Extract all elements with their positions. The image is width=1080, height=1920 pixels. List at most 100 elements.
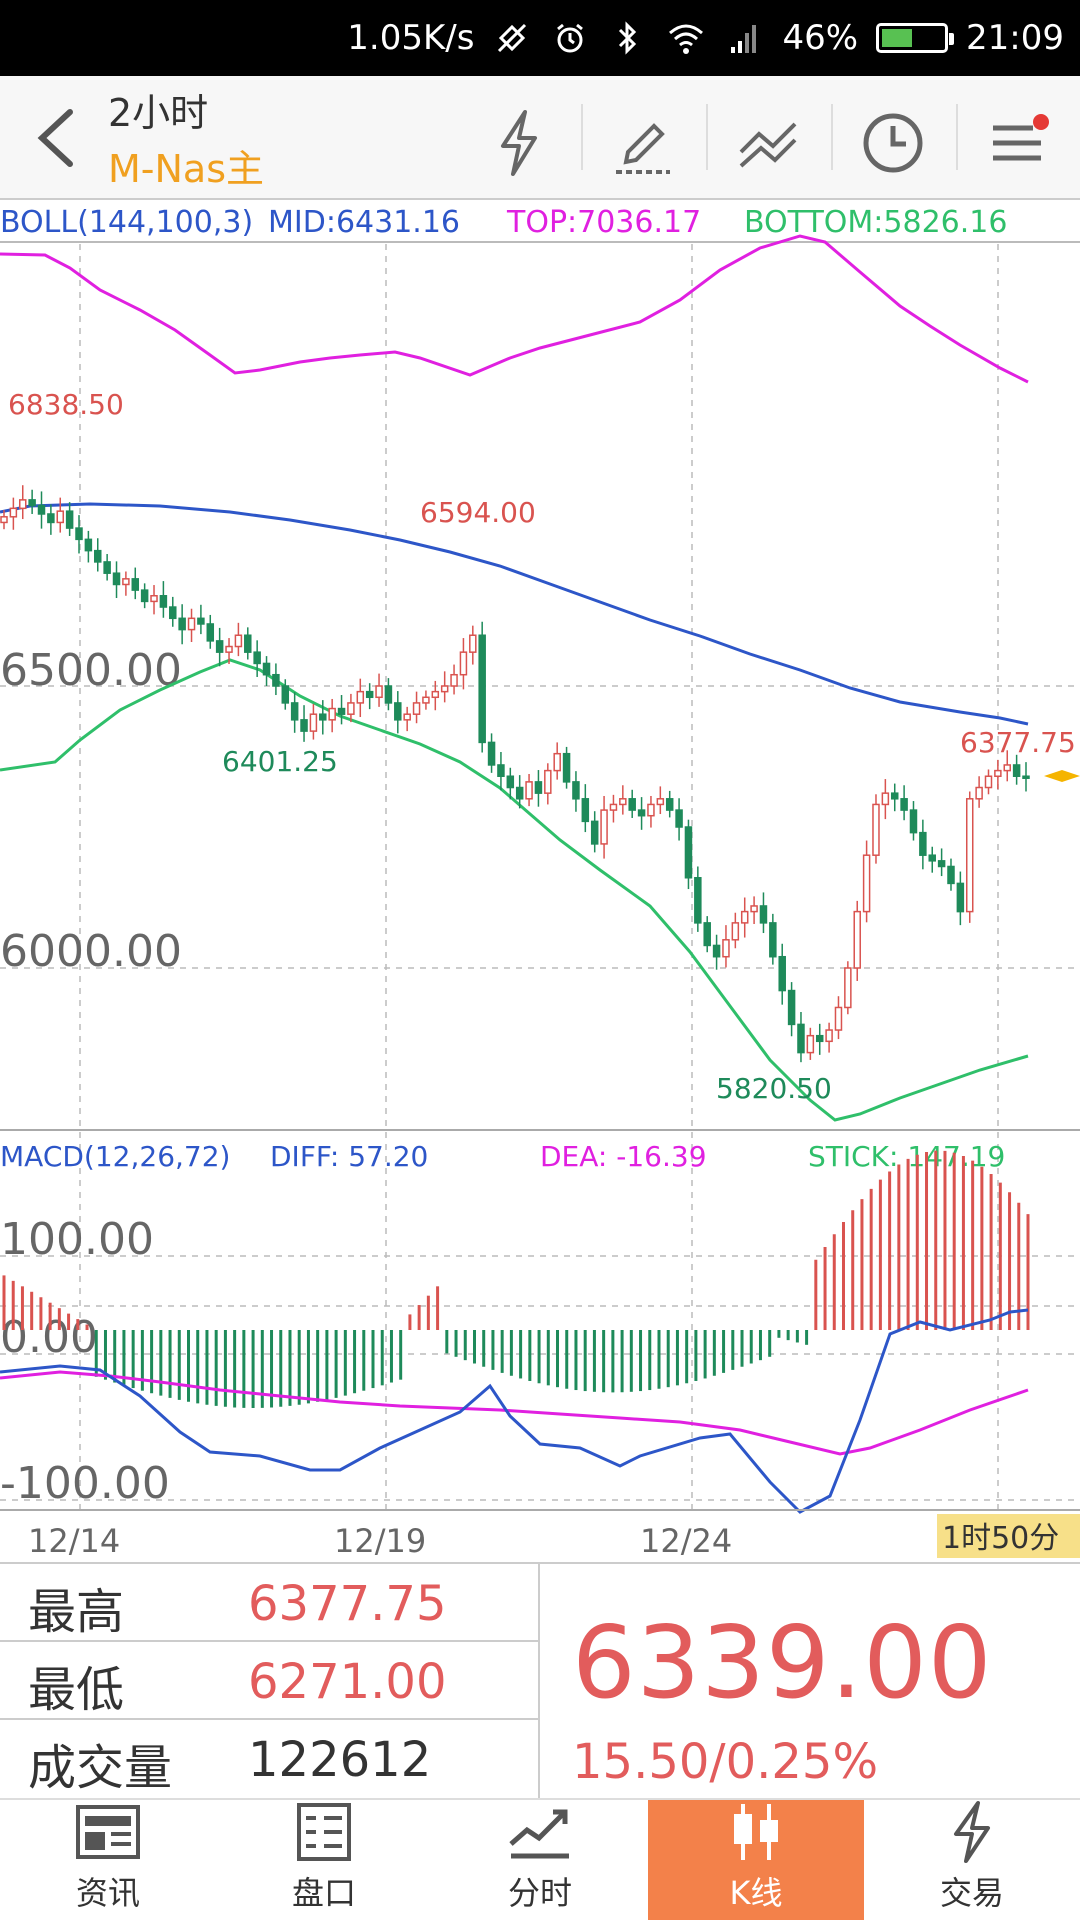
clock-icon (863, 113, 923, 173)
candle-body (262, 662, 271, 676)
candle-body (281, 685, 290, 704)
candle-body (384, 685, 393, 704)
candle-body (131, 578, 140, 591)
boll-bottom-line (0, 658, 1029, 1122)
candle-body (0, 516, 8, 524)
candle-body (169, 606, 177, 620)
candle-body (665, 798, 674, 811)
clock: 21:09 (966, 18, 1064, 58)
countdown-text: 1时50分 (942, 1521, 1059, 1556)
candle-body (844, 967, 852, 1009)
period-label[interactable]: 2小时 (108, 91, 209, 135)
candle-body (422, 696, 430, 704)
candle-body (619, 798, 627, 806)
candle-body (900, 798, 908, 811)
candle-body (103, 561, 111, 574)
nav-news[interactable]: 资讯 (0, 1800, 216, 1920)
boll-mid: MID:6431.16 (268, 205, 460, 240)
candle-body (497, 764, 505, 777)
orderbook-icon (289, 1800, 359, 1864)
candle-body (984, 775, 993, 789)
date-label-1: 12/14 (28, 1522, 120, 1560)
candle-body (872, 803, 880, 856)
candle-body (478, 634, 486, 744)
annotation-low-2: 5820.50 (716, 1072, 832, 1105)
candle-body (272, 673, 280, 687)
candle-body (890, 792, 899, 800)
candle-body (947, 865, 955, 885)
candle-body (9, 507, 18, 518)
boll-title: BOLL(144,100,3) (0, 205, 253, 240)
candle-body (56, 510, 65, 524)
candle-body (731, 922, 740, 941)
toolbar: 2小时 M-Nas主 (0, 76, 1080, 200)
volume-value: 122612 (248, 1732, 432, 1788)
candle-body (365, 690, 374, 699)
trade-icon (937, 1800, 1007, 1864)
candle-body (862, 854, 871, 913)
nav-orderbook[interactable]: 盘口 (216, 1800, 432, 1920)
candle-body (431, 690, 440, 699)
candle-body (150, 595, 158, 603)
price-axis-low: 6000.00 (0, 926, 182, 977)
candle-body (28, 499, 36, 507)
candle-body (206, 623, 215, 642)
candle-body (778, 955, 786, 992)
nav-kline[interactable]: K线 (648, 1800, 864, 1920)
candle-body (440, 685, 449, 693)
candle-body (375, 685, 383, 699)
candle-body (65, 510, 74, 529)
wifi-icon (666, 18, 706, 58)
candle-body (703, 922, 711, 947)
candle-body (562, 752, 571, 783)
candle-body (403, 713, 411, 721)
draw-button[interactable] (598, 98, 688, 188)
kline-chart[interactable]: BOLL(144,100,3) MID:6431.16 TOP:7036.17 … (0, 200, 1080, 1560)
candle-body (797, 1023, 805, 1054)
candle-body (37, 504, 46, 515)
candle-body (787, 989, 796, 1026)
nav-timeshare[interactable]: 分时 (432, 1800, 648, 1920)
candle-body (722, 939, 730, 958)
candle-body (525, 781, 533, 800)
candle-body (94, 549, 102, 563)
candle-body (759, 905, 768, 924)
battery-icon (876, 23, 955, 53)
network-speed: 1.05K/s (347, 18, 475, 58)
history-button[interactable] (848, 98, 938, 188)
pencil-icon (616, 123, 670, 174)
candle-body (769, 922, 777, 958)
back-button[interactable] (20, 98, 100, 178)
candle-body (656, 798, 665, 806)
macd-diff-line (0, 1308, 1029, 1514)
candle-body (225, 645, 233, 653)
macd-axis-low: -100.00 (0, 1458, 170, 1509)
boll-bottom: BOTTOM:5826.16 (744, 205, 1007, 240)
low-label: 最低 (28, 1662, 125, 1718)
candle-body (112, 572, 121, 586)
quote-panel: 最高 6377.75 最低 6271.00 成交量 122612 6339.00… (0, 1562, 1080, 1798)
date-label-2: 12/19 (334, 1522, 426, 1560)
candle-body (140, 589, 149, 603)
candle-body (253, 651, 261, 665)
lightning-button[interactable] (474, 98, 564, 188)
candle-body (590, 820, 599, 845)
symbol-label[interactable]: M-Nas主 (108, 147, 265, 191)
menu-button[interactable] (973, 98, 1063, 188)
alarm-icon (550, 18, 590, 58)
battery-percent: 46% (782, 18, 859, 58)
last-price: 6339.00 (572, 1604, 993, 1721)
candle-body (356, 690, 365, 704)
candle-body (956, 882, 965, 913)
candle-body (712, 944, 721, 958)
candle-body (909, 809, 918, 834)
nav-trade[interactable]: 交易 (864, 1800, 1080, 1920)
candle-body (965, 798, 974, 913)
volume-row: 成交量 122612 (0, 1720, 540, 1798)
candle-body (337, 707, 346, 715)
chart-canvas[interactable]: BOLL(144,100,3) MID:6431.16 TOP:7036.17 … (0, 200, 1080, 1562)
indicator-button[interactable] (723, 98, 813, 188)
candle-body (122, 578, 130, 586)
candlestick-icon (721, 1800, 791, 1864)
candle-body (506, 775, 515, 789)
